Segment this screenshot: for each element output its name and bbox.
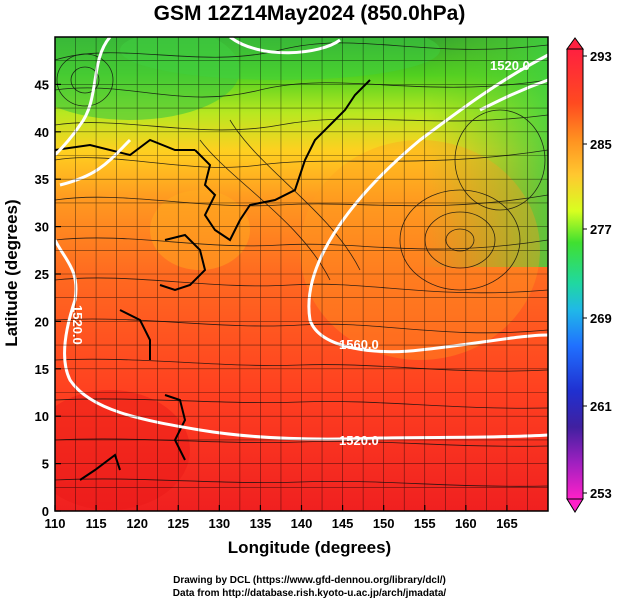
y-tick-label: 25 <box>35 267 49 282</box>
colorbar-tick-label: 261 <box>590 399 612 414</box>
y-axis-ticks: 0 5 10 15 20 25 30 35 40 45 <box>35 77 61 519</box>
y-tick-label: 10 <box>35 409 49 424</box>
x-tick-label: 160 <box>455 516 477 531</box>
x-tick-label: 155 <box>414 516 436 531</box>
colorbar-gradient <box>566 48 584 500</box>
x-tick-label: 110 <box>45 516 66 531</box>
x-tick-label: 125 <box>167 516 189 531</box>
contour-label: 1520.0 <box>70 305 85 345</box>
graticule <box>55 37 548 511</box>
x-axis-ticks: 110 115 120 125 130 135 140 145 150 155 160 165 <box>45 505 518 531</box>
credit-data: Data from http://database.rish.kyoto-u.a… <box>172 588 447 599</box>
colorbar-tick-label: 253 <box>590 486 612 501</box>
colorbar-tick-label: 285 <box>590 137 612 152</box>
colorbar-tick-label: 269 <box>590 311 612 326</box>
y-tick-label: 35 <box>35 172 49 187</box>
y-tick-label: 45 <box>35 77 49 92</box>
colorbar-tick-label: 293 <box>590 49 612 64</box>
geopotential-contours <box>55 37 548 441</box>
x-tick-label: 145 <box>332 516 354 531</box>
y-tick-label: 30 <box>35 220 49 235</box>
temperature-field <box>55 37 548 511</box>
y-tick-label: 20 <box>35 314 49 329</box>
x-tick-label: 140 <box>291 516 313 531</box>
colorbar-tick-label: 277 <box>590 222 612 237</box>
y-tick-label: 15 <box>35 362 49 377</box>
streamlines <box>55 42 548 487</box>
colorbar: 293 285 277 269 261 253 <box>566 37 612 513</box>
colorbar-bottom-arrow <box>566 498 584 513</box>
colorbar-top-arrow <box>566 37 584 50</box>
x-axis-label: Longitude (degrees) <box>227 538 392 557</box>
x-tick-label: 130 <box>208 516 230 531</box>
map-title: GSM 12Z14May2024 (850.0hPa) <box>153 2 466 25</box>
x-tick-label: 150 <box>373 516 395 531</box>
x-tick-label: 120 <box>126 516 148 531</box>
y-tick-label: 40 <box>35 125 49 140</box>
y-tick-label: 0 <box>42 504 49 519</box>
contour-label: 1520.0 <box>490 58 530 73</box>
credit-drawing: Drawing by DCL (https://www.gfd-dennou.o… <box>173 575 446 586</box>
contour-label: 1520.0 <box>339 433 379 448</box>
y-axis-label: Latitude (degrees) <box>2 199 21 347</box>
x-tick-label: 115 <box>86 516 107 531</box>
contour-label: 1560.0 <box>339 337 379 352</box>
x-tick-label: 165 <box>496 516 518 531</box>
y-tick-label: 5 <box>42 457 49 472</box>
x-tick-label: 135 <box>250 516 272 531</box>
